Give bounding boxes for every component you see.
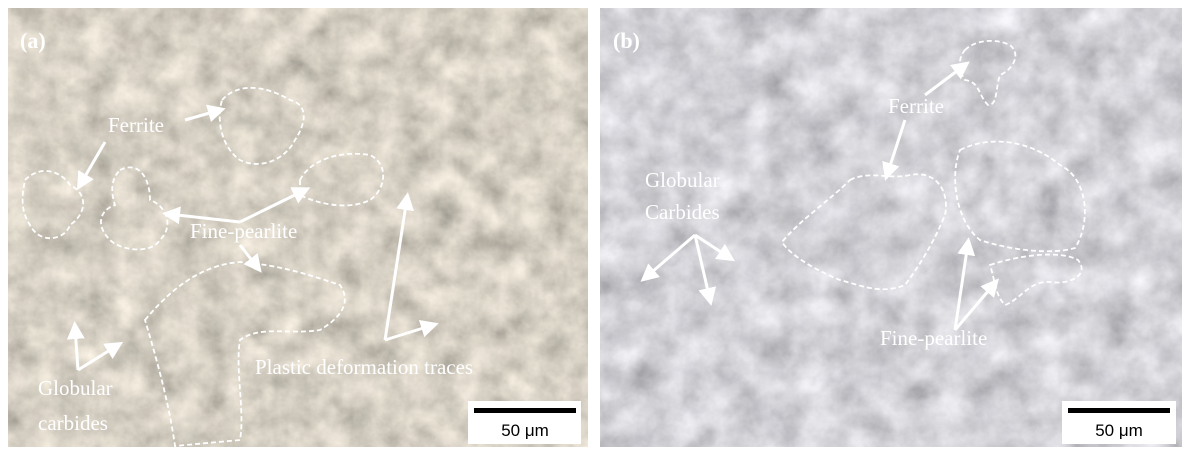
arrow [162,206,241,225]
annotation: Globular [645,168,720,192]
panel-label: (b) [613,28,640,53]
arrow [184,104,226,122]
arrow [383,192,415,341]
panel-a: (a) Ferrite Fine-pearlite Plastic deform… [8,8,588,447]
scale-bar [474,408,576,413]
outline [780,173,947,291]
annotation: Carbides [645,200,720,224]
outline [988,253,1083,307]
scale-bar [1068,408,1170,413]
annotation: Plastic deformation traces [255,355,473,379]
outline [100,166,169,251]
outline [958,39,1017,106]
outline [299,152,385,207]
outline [143,261,346,447]
arrow [239,187,311,224]
arrow [640,233,696,282]
arrow [66,321,85,371]
arrow [77,341,124,372]
arrow [694,233,736,262]
annotation: Ferrite [888,94,944,118]
micrograph [600,8,1182,447]
scale-bar-label: 50 μm [1095,421,1143,440]
annotation: Fine-pearlite [190,219,297,243]
arrow [384,319,439,342]
panel-label: (a) [20,28,46,53]
arrow [882,119,907,181]
arrow [953,278,999,331]
panel-b: (b) Ferrite Globular Carbides Fine-pearl… [600,8,1182,447]
annotation: Globular [38,376,113,400]
arrow [953,237,976,331]
arrow [924,61,970,97]
outline [218,87,305,165]
annotation: Ferrite [108,113,164,137]
micrograph [8,8,588,447]
annotation: Fine-pearlite [880,326,987,350]
arrow [238,244,262,273]
arrow [76,141,107,191]
arrow [693,234,717,306]
outline [954,140,1086,253]
annotation: carbides [38,411,108,435]
scale-bar-label: 50 μm [501,421,549,440]
